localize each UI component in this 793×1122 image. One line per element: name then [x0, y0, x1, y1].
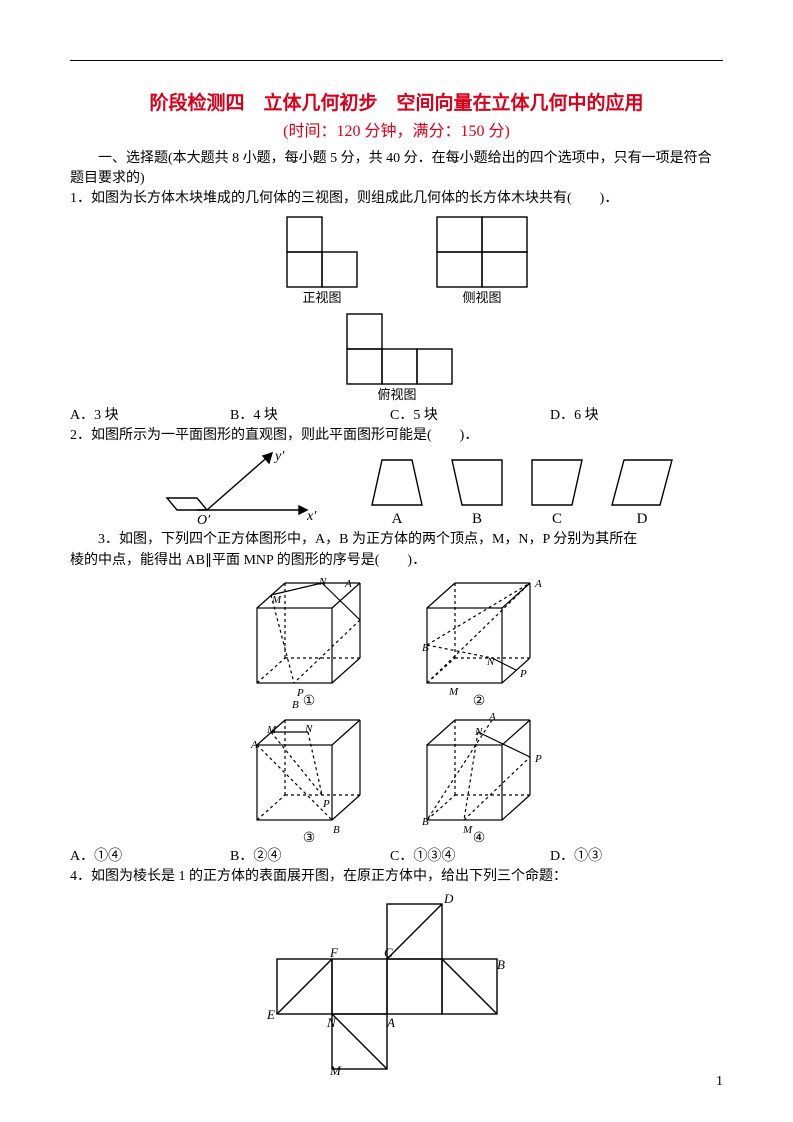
q1-figure-row2: 俯视图	[70, 309, 723, 404]
q2-y-label: y′	[273, 449, 285, 464]
q4-N: N	[326, 1015, 337, 1030]
q3-num1: ①	[302, 694, 315, 708]
q1-opt-c: C．5 块	[390, 406, 550, 426]
q2-c: C	[551, 511, 561, 527]
q2-svg: y′ x′ O′ A B C D	[147, 448, 707, 528]
svg-text:P: P	[322, 798, 330, 810]
q1-top-svg: 俯视图	[297, 309, 497, 404]
q3-opt-c: C．①③④	[390, 847, 550, 867]
q1-opt-b: B．4 块	[230, 406, 390, 426]
section-intro: 一、选择题(本大题共 8 小题，每小题 5 分，共 40 分．在每小题给出的四个…	[70, 149, 723, 190]
q4-A: A	[386, 1015, 395, 1030]
q3-row2: A M N P B ③ A N	[70, 710, 723, 845]
page: 阶段检测四 立体几何初步 空间向量在立体几何中的应用 (时间：120 分钟，满分…	[0, 0, 793, 1122]
q3-num4: ④	[472, 831, 485, 845]
q2-x-label: x′	[306, 509, 317, 524]
svg-text:M: M	[271, 594, 282, 606]
q3-svg1: M N A P B ① A	[227, 573, 567, 708]
q3-opt-a: A．①④	[70, 847, 230, 867]
svg-text:M: M	[266, 724, 277, 736]
top-rule	[70, 60, 723, 61]
q2-o-label: O′	[197, 513, 211, 528]
q1-text: 1．如图为长方体木块堆成的几何体的三视图，则组成此几何体的长方体木块共有( )．	[70, 189, 723, 209]
svg-text:B: B	[333, 824, 340, 836]
q3-options: A．①④ B．②④ C．①③④ D．①③	[70, 847, 723, 867]
svg-text:B: B	[422, 816, 429, 828]
svg-text:M: M	[448, 686, 459, 698]
svg-text:P: P	[534, 753, 542, 765]
q4-M: M	[329, 1063, 342, 1078]
q2-figure: y′ x′ O′ A B C D	[70, 448, 723, 528]
svg-text:B: B	[422, 642, 429, 654]
page-number: 1	[716, 1072, 723, 1092]
q4-F: F	[329, 945, 339, 960]
q1-opt-a: A．3 块	[70, 406, 230, 426]
svg-text:N: N	[474, 726, 483, 738]
q1-figure-row1: 正视图 侧视图	[70, 212, 723, 307]
q2-d: D	[636, 511, 647, 527]
subtitle: (时间：120 分钟，满分：150 分)	[70, 120, 723, 143]
main-title: 阶段检测四 立体几何初步 空间向量在立体几何中的应用	[70, 90, 723, 118]
q3-text-b: 棱的中点，能得出 AB∥平面 MNP 的图形的序号是( )．	[70, 551, 723, 571]
q3-opt-b: B．②④	[230, 847, 390, 867]
svg-text:M: M	[462, 824, 473, 836]
svg-text:A: A	[488, 711, 496, 723]
svg-text:N: N	[486, 656, 495, 668]
q3-svg2: A M N P B ③ A N	[227, 710, 567, 845]
q1-opt-d: D．6 块	[550, 406, 710, 426]
q3-text-a: 3．如图，下列四个正方体图形中，A，B 为正方体的两个顶点，M，N，P 分别为其…	[70, 530, 723, 550]
q2-b: B	[471, 511, 481, 527]
q4-C: C	[384, 945, 393, 960]
svg-text:N: N	[318, 576, 327, 588]
q4-text: 4．如图为棱长是 1 的正方体的表面展开图，在原正方体中，给出下列三个命题：	[70, 867, 723, 887]
svg-text:A: A	[250, 739, 258, 751]
q1-front-side-svg: 正视图 侧视图	[217, 212, 577, 307]
q3-opt-d: D．①③	[550, 847, 710, 867]
q4-B: B	[497, 957, 505, 972]
q3-num2: ②	[472, 694, 485, 708]
q3-num3: ③	[302, 831, 315, 845]
svg-text:A: A	[534, 578, 542, 590]
svg-text:N: N	[304, 723, 313, 735]
q4-svg: D B C F E N A M	[247, 889, 547, 1079]
svg-text:P: P	[519, 668, 527, 680]
q3-row1: M N A P B ① A	[70, 573, 723, 708]
svg-text:B: B	[292, 699, 299, 708]
q4-figure: D B C F E N A M	[70, 889, 723, 1079]
q1-options: A．3 块 B．4 块 C．5 块 D．6 块	[70, 406, 723, 426]
svg-text:A: A	[344, 578, 352, 590]
q4-D: D	[443, 891, 454, 906]
q2-a: A	[391, 511, 402, 527]
q1-front-label: 正视图	[302, 290, 341, 305]
q1-side-label: 侧视图	[462, 290, 501, 305]
q1-top-label: 俯视图	[377, 387, 416, 402]
q2-text: 2．如图所示为一平面图形的直观图，则此平面图形可能是( )．	[70, 426, 723, 446]
q4-E: E	[266, 1007, 275, 1022]
